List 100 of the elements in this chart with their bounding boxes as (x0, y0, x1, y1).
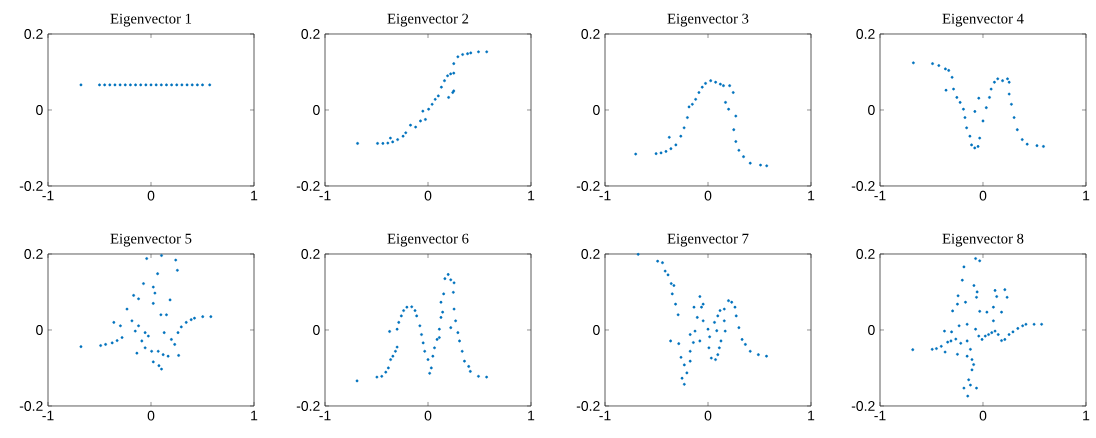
point (981, 119, 985, 123)
point (112, 320, 116, 324)
point (463, 359, 466, 363)
point (110, 341, 114, 345)
point (380, 374, 384, 378)
x-tick-label: 1 (1083, 410, 1090, 421)
point (396, 138, 400, 142)
point (160, 367, 163, 371)
x-tick-label: 1 (1083, 190, 1090, 201)
point (636, 252, 640, 256)
point (701, 319, 705, 323)
y-tick-label: 0 (36, 325, 43, 335)
point (734, 114, 738, 118)
y-tick-label: -0.2 (296, 181, 320, 191)
point (441, 310, 445, 314)
point (734, 314, 738, 318)
point (743, 343, 747, 346)
point (937, 64, 941, 67)
point (388, 330, 391, 333)
point (963, 116, 967, 119)
point (409, 123, 412, 127)
point (718, 309, 722, 313)
point (443, 79, 446, 83)
y-tick-label: 0.2 (581, 29, 600, 39)
point (356, 142, 359, 145)
point (402, 309, 405, 313)
point (679, 355, 683, 359)
y-tick-label: -0.2 (851, 401, 875, 411)
point (421, 109, 425, 113)
point (713, 320, 716, 324)
x-tick-label: 0 (424, 190, 432, 201)
point (984, 106, 988, 110)
point (384, 370, 388, 374)
point (976, 145, 980, 148)
point (151, 301, 155, 305)
point (672, 284, 676, 287)
point (988, 96, 991, 99)
point (423, 349, 427, 353)
point (737, 148, 741, 152)
point (1007, 92, 1011, 96)
y-tick-label: -0.2 (296, 401, 320, 411)
point (79, 345, 83, 349)
x-tick-label: 1 (528, 410, 535, 421)
x-tick-label: -1 (42, 190, 54, 201)
x-tick-label: -1 (319, 190, 331, 201)
point (137, 324, 140, 328)
point (355, 379, 359, 383)
point (1035, 144, 1039, 148)
point (1042, 145, 1045, 148)
y-tick-label: 0 (313, 105, 320, 115)
point (193, 316, 196, 320)
point (634, 152, 638, 156)
x-tick-label: -1 (874, 190, 886, 201)
point (104, 343, 107, 346)
y-tick-label: 0.2 (856, 29, 875, 39)
point (700, 85, 704, 89)
point (151, 360, 155, 364)
point (395, 327, 399, 331)
point (706, 327, 710, 331)
point (125, 307, 129, 311)
point (143, 331, 147, 335)
point (461, 53, 465, 56)
point (656, 259, 660, 263)
point (680, 376, 684, 380)
y-tick-label: -0.2 (576, 181, 600, 191)
point (429, 366, 433, 370)
point (731, 91, 735, 94)
point (170, 338, 173, 341)
y-tick-label: 0.2 (301, 249, 320, 259)
point (716, 314, 720, 318)
chart-title: Eigenvector 6 (387, 233, 469, 247)
point (460, 349, 464, 353)
point (424, 118, 427, 121)
point (415, 314, 419, 318)
point (664, 150, 668, 153)
point (468, 370, 472, 373)
point (456, 55, 460, 59)
point (701, 302, 705, 306)
point (439, 85, 443, 89)
point (688, 333, 692, 336)
point (376, 142, 379, 145)
point (430, 102, 434, 106)
point (1006, 77, 1009, 81)
x-tick-label: 1 (808, 410, 815, 421)
point (166, 354, 170, 358)
point (427, 107, 431, 111)
point (973, 110, 977, 113)
point (682, 382, 686, 386)
point (709, 356, 713, 360)
point (686, 116, 689, 119)
point (456, 331, 460, 335)
point (727, 299, 730, 303)
point (159, 313, 163, 317)
x-tick-label: 1 (251, 190, 258, 201)
point (756, 353, 760, 357)
point (162, 331, 166, 335)
point (133, 329, 137, 333)
point (386, 366, 390, 370)
x-tick-label: -1 (599, 190, 611, 201)
point (386, 141, 390, 145)
